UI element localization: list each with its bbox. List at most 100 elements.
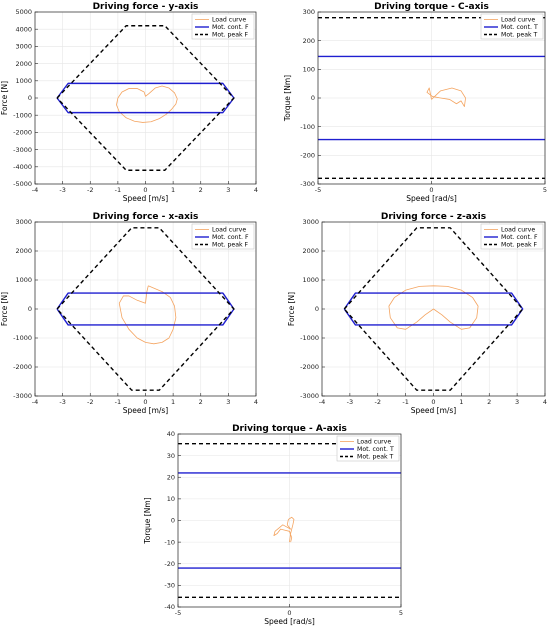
y-tick-label: 5000 <box>15 8 32 16</box>
x-axis-label: Speed [rad/s] <box>264 617 315 626</box>
y-tick-label: 100 <box>303 66 315 74</box>
series-line-load-curve <box>388 285 479 330</box>
y-tick-label: -4000 <box>13 163 32 171</box>
y-tick-label: -5000 <box>13 180 32 188</box>
y-tick-label: 1000 <box>15 276 32 284</box>
series-line-mot-cont-t <box>318 55 545 141</box>
y-tick-label: 0 <box>311 94 315 102</box>
y-tick-label: 0 <box>171 517 175 525</box>
x-tick-label: -1 <box>402 398 408 406</box>
x-tick-label: -4 <box>32 398 38 406</box>
x-tick-label: -1 <box>115 186 121 194</box>
series-group <box>56 227 235 391</box>
x-tick-label: 5 <box>543 186 547 194</box>
x-tick-label: 5 <box>399 609 403 617</box>
x-tick-label: 4 <box>543 398 547 406</box>
x-tick-label: 3 <box>226 186 230 194</box>
x-axis-label: Speed [m/s] <box>411 406 457 415</box>
x-tick-label: -3 <box>347 398 353 406</box>
series-line-mot-cont-f <box>343 292 524 326</box>
y-tick-label: -2000 <box>13 129 32 137</box>
chart-title: Driving torque - C-axis <box>374 2 489 12</box>
y-tick-label: 0 <box>28 94 32 102</box>
legend-label: Mot. peak F <box>212 242 249 249</box>
y-axis-label: Force [N] <box>0 292 9 326</box>
x-tick-label: 1 <box>171 398 175 406</box>
x-tick-label: 4 <box>254 186 258 194</box>
legend-label: Mot. peak F <box>212 32 249 39</box>
series-line-mot-peak-f <box>56 25 235 171</box>
y-tick-label: 2000 <box>15 60 32 68</box>
x-tick-label: 1 <box>171 186 175 194</box>
series-group <box>56 25 235 171</box>
x-tick-label: -2 <box>87 398 93 406</box>
y-tick-label: -20 <box>164 560 175 568</box>
x-tick-label: -4 <box>319 398 325 406</box>
y-tick-label: -1000 <box>300 334 319 342</box>
y-tick-label: -3000 <box>13 392 32 400</box>
x-axis-label: Speed [m/s] <box>123 406 169 415</box>
series-line-load-curve <box>116 85 178 123</box>
x-tick-label: 2 <box>487 398 491 406</box>
legend-label: Load curve <box>501 17 535 24</box>
legend-label: Mot. cont. F <box>212 24 249 31</box>
y-tick-label: 30 <box>167 452 175 460</box>
y-tick-label: 40 <box>167 430 175 438</box>
x-tick-label: -3 <box>59 398 65 406</box>
x-tick-label: 4 <box>254 398 258 406</box>
series-line-mot-peak-f <box>56 227 235 391</box>
series-group <box>343 227 524 391</box>
chart-title: Driving torque - A-axis <box>232 424 347 434</box>
x-tick-label: -1 <box>115 398 121 406</box>
legend-label: Mot. cont. F <box>212 234 249 241</box>
y-tick-label: -40 <box>164 603 175 611</box>
chart-title: Driving force - x-axis <box>93 212 199 222</box>
y-tick-label: -300 <box>300 180 315 188</box>
chart-panel-4: -4 -3 -2 -1 0 1 2 3 4 -3000 -2000 -1000 0 1000 2000 300… <box>287 212 547 415</box>
chart-title: Driving force - z-axis <box>381 212 486 222</box>
legend-label: Mot. peak F <box>501 242 538 249</box>
y-tick-label: 0 <box>315 305 319 313</box>
y-tick-label: 0 <box>28 305 32 313</box>
x-tick-label: -2 <box>87 186 93 194</box>
y-tick-label: -10 <box>164 538 175 546</box>
x-tick-label: 1 <box>459 398 463 406</box>
legend-label: Mot. cont. T <box>357 446 394 453</box>
x-tick-label: 0 <box>143 186 147 194</box>
y-tick-label: -2000 <box>300 363 319 371</box>
legend-label: Load curve <box>212 17 246 24</box>
y-axis-label: Force [N] <box>287 292 296 326</box>
y-tick-label: -3000 <box>13 146 32 154</box>
series-line-load-curve <box>426 87 466 107</box>
x-axis-label: Speed [m/s] <box>123 194 169 203</box>
series-line-mot-cont-t <box>178 472 401 569</box>
y-tick-label: 3000 <box>15 218 32 226</box>
x-tick-label: 2 <box>199 398 203 406</box>
series-line-load-curve <box>273 516 295 543</box>
y-tick-label: 2000 <box>302 247 319 255</box>
series-line-mot-peak-f <box>343 227 524 391</box>
y-axis-label: Force [N] <box>0 81 9 115</box>
y-tick-label: -200 <box>300 152 315 160</box>
y-tick-label: 10 <box>167 495 175 503</box>
x-tick-label: 0 <box>429 186 433 194</box>
chart-panel-2: -5 0 5 -300 -200 -100 0 100 200 300 Driving torque… <box>283 2 547 203</box>
legend-label: Mot. peak T <box>357 454 394 461</box>
y-tick-label: -1000 <box>13 334 32 342</box>
y-tick-label: 1000 <box>15 77 32 85</box>
legend-label: Mot. peak T <box>501 32 538 39</box>
x-axis-label: Speed [rad/s] <box>406 194 457 203</box>
y-axis-label: Torque [Nm] <box>283 75 292 122</box>
y-tick-label: 20 <box>167 473 175 481</box>
legend-label: Mot. cont. F <box>501 234 538 241</box>
legend-label: Load curve <box>501 227 535 234</box>
x-tick-label: 0 <box>287 609 291 617</box>
x-tick-label: -5 <box>315 186 321 194</box>
y-axis-label: Torque [Nm] <box>143 497 152 544</box>
